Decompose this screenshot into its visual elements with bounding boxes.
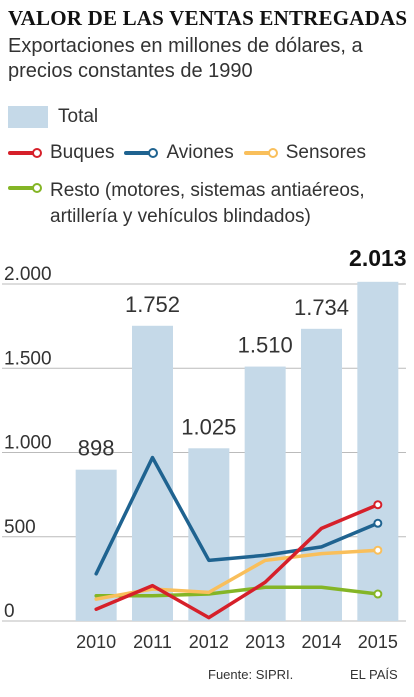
legend-label-buques: Buques xyxy=(50,142,115,163)
line-aviones xyxy=(94,455,380,576)
legend-item-aviones: Aviones xyxy=(124,142,234,164)
legend-row-total: Total xyxy=(8,106,98,128)
legend-label-aviones: Aviones xyxy=(166,142,234,163)
y-tick-label-500: 500 xyxy=(4,517,36,538)
legend-item-sensores: Sensores xyxy=(243,142,366,164)
footer-source: Fuente: SIPRI. xyxy=(208,667,294,682)
chart-title: VALOR DE LAS VENTAS ENTREGADAS xyxy=(8,6,408,30)
legend-swatch-sensores xyxy=(243,147,278,159)
legend-swatch-total xyxy=(8,106,48,128)
label-layer: 0 500 1.000 1.500 2.000 2010 2011 2012 2013 2014 2… xyxy=(4,245,407,652)
bar-value-label-2013: 1.510 xyxy=(238,333,293,358)
y-tick-label-2000: 2.000 xyxy=(4,264,52,285)
bar-2014 xyxy=(301,328,342,621)
y-tick-label-1500: 1.500 xyxy=(4,348,52,369)
bar-2011 xyxy=(132,325,173,621)
x-tick-label-2014: 2014 xyxy=(301,632,341,652)
x-tick-label-2015: 2015 xyxy=(358,632,398,652)
footer-brand: EL PAÍS xyxy=(350,667,398,682)
legend-swatch-aviones xyxy=(124,147,159,159)
bar-value-label-2010: 898 xyxy=(78,436,115,461)
x-tick-label-2012: 2012 xyxy=(189,632,229,652)
line-end-marker-sensores xyxy=(373,545,383,555)
bar-value-label-2011: 1.752 xyxy=(125,292,180,317)
line-layer xyxy=(94,455,383,620)
x-tick-label-2010: 2010 xyxy=(76,632,116,652)
line-end-marker-buques xyxy=(373,500,383,510)
bar-2015 xyxy=(357,281,399,621)
legend-label-sensores: Sensores xyxy=(285,142,366,163)
line-end-marker-aviones xyxy=(373,518,383,528)
chart-subtitle: Exportaciones en millones de dólares, a … xyxy=(8,35,363,82)
y-tick-label-0: 0 xyxy=(4,601,15,622)
legend-row-lines: Buques Aviones Sensores xyxy=(8,142,376,164)
line-end-marker-resto xyxy=(373,589,383,599)
line-buques xyxy=(94,502,380,620)
bar-value-label-2015: 2.013 xyxy=(349,245,407,271)
legend-swatch-resto xyxy=(8,182,42,194)
bar-value-label-2014: 1.734 xyxy=(294,295,349,320)
legend-label-resto: Resto (motores, sistemas antiaéreos, art… xyxy=(50,180,365,227)
legend-item-buques: Buques xyxy=(8,142,114,164)
bar-2013 xyxy=(244,366,286,621)
y-tick-label-1000: 1.000 xyxy=(4,433,52,454)
x-tick-label-2013: 2013 xyxy=(245,632,285,652)
bar-value-label-2012: 1.025 xyxy=(181,414,236,439)
line-resto xyxy=(94,585,380,598)
legend-label-total: Total xyxy=(58,106,99,127)
legend-swatch-buques xyxy=(8,147,42,159)
x-tick-label-2011: 2011 xyxy=(133,632,172,652)
